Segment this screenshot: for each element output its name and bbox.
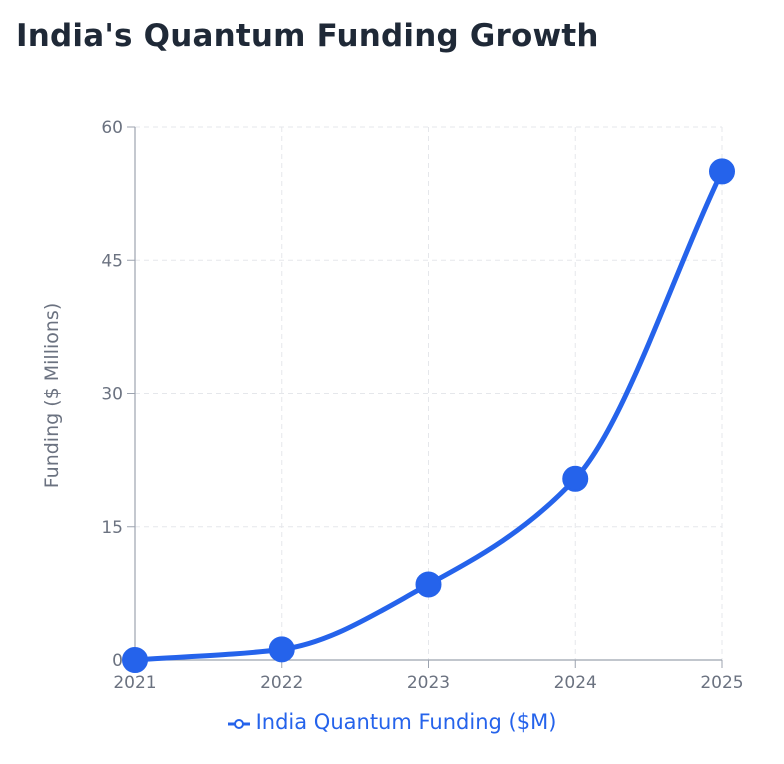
data-point[interactable] bbox=[415, 571, 442, 598]
series-line bbox=[132, 168, 725, 663]
data-point[interactable] bbox=[562, 465, 589, 492]
data-point[interactable] bbox=[709, 158, 735, 185]
x-tick-label: 2025 bbox=[700, 673, 743, 693]
series-layer bbox=[122, 158, 735, 673]
x-tick-label: 2022 bbox=[260, 673, 303, 693]
y-axis-title: Funding ($ Millions) bbox=[41, 303, 63, 488]
y-tick-label: 45 bbox=[101, 251, 123, 271]
y-tick-label: 15 bbox=[101, 518, 123, 538]
tick-labels: 0 15 30 45 60 2021 2022 2023 2024 2025 bbox=[101, 118, 743, 693]
x-tick-label: 2021 bbox=[113, 673, 156, 693]
y-tick-label: 30 bbox=[101, 385, 123, 405]
data-point[interactable] bbox=[122, 647, 148, 673]
x-tick-label: 2024 bbox=[554, 673, 597, 693]
legend-label: India Quantum Funding ($M) bbox=[255, 710, 557, 734]
legend[interactable]: India Quantum Funding ($M) bbox=[0, 710, 784, 735]
y-tick-label: 60 bbox=[101, 118, 123, 138]
chart-title: India's Quantum Funding Growth bbox=[16, 18, 599, 54]
y-tick-label: 0 bbox=[112, 651, 123, 671]
legend-line-icon bbox=[227, 711, 250, 735]
x-tick-label: 2023 bbox=[407, 673, 450, 693]
data-point[interactable] bbox=[268, 636, 295, 663]
